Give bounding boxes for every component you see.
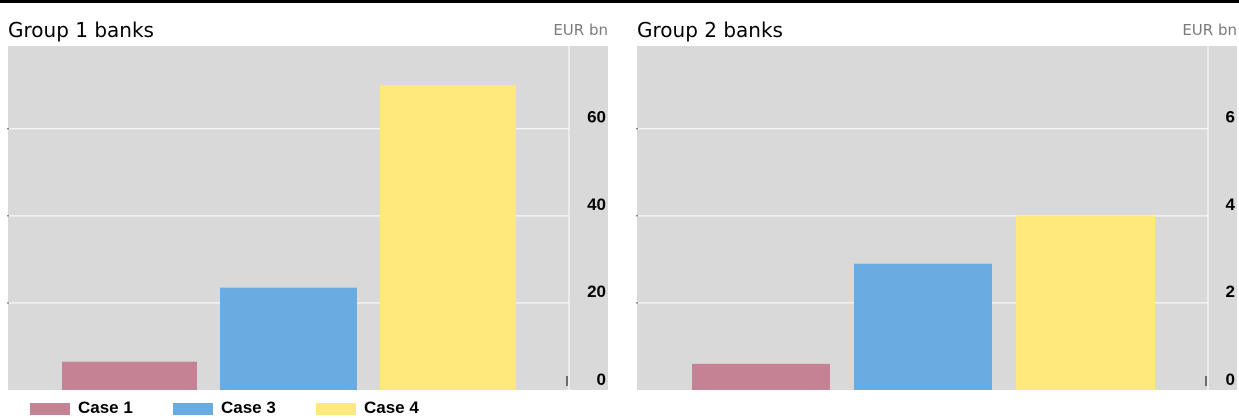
- right-chart-title: Group 2 banks: [637, 18, 783, 42]
- left-chart-unit: EUR bn: [553, 21, 608, 39]
- bar-case-3: [854, 263, 992, 390]
- legend-label-case-1: Case 1: [78, 398, 133, 417]
- y-tick-label: 6: [1226, 108, 1235, 127]
- y-tick-label: 0: [597, 370, 606, 389]
- y-tick-label: 20: [587, 282, 606, 301]
- legend-label-case-3: Case 3: [221, 398, 276, 417]
- y-tick-label: 0: [1226, 370, 1235, 389]
- right-bar-chart: 0 2 4 6: [636, 46, 1237, 390]
- y-tick-label: 40: [587, 195, 606, 214]
- y-tick-label: 4: [1226, 195, 1236, 214]
- legend-swatch-case-4: [316, 403, 356, 415]
- bar-case-4: [380, 85, 516, 390]
- legend-label-case-4: Case 4: [364, 398, 419, 417]
- bar-case-1: [62, 361, 197, 390]
- y-tick-label: 2: [1226, 282, 1235, 301]
- bar-case-1: [692, 363, 830, 390]
- left-chart-title: Group 1 banks: [8, 18, 154, 42]
- bar-case-3: [220, 287, 357, 390]
- y-tick-label: 60: [587, 108, 606, 127]
- top-rule: [0, 0, 1239, 3]
- right-chart-unit: EUR bn: [1182, 21, 1237, 39]
- legend-swatch-case-1: [30, 403, 70, 415]
- left-bar-chart: 0 20 40 60: [7, 46, 608, 390]
- bar-case-4: [1016, 215, 1155, 390]
- legend-swatch-case-3: [173, 403, 213, 415]
